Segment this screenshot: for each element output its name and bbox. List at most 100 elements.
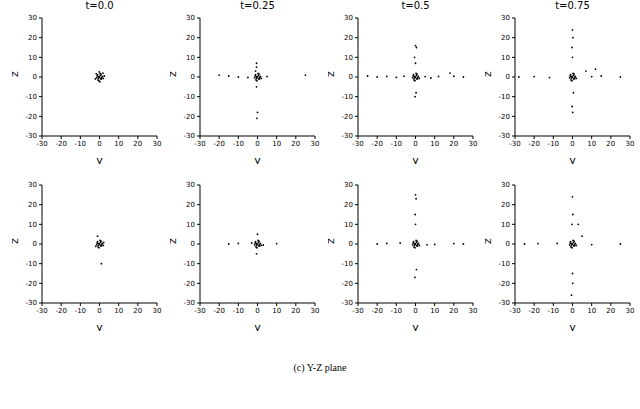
svg-text:10: 10 xyxy=(587,140,596,148)
svg-text:30: 30 xyxy=(501,14,510,22)
svg-text:10: 10 xyxy=(501,221,510,229)
svg-text:0: 0 xyxy=(413,307,417,315)
svg-text:-10: -10 xyxy=(548,140,559,148)
svg-text:-20: -20 xyxy=(528,140,539,148)
svg-text:0: 0 xyxy=(349,240,353,248)
svg-text:10: 10 xyxy=(272,140,281,148)
svg-text:-30: -30 xyxy=(194,307,205,315)
svg-text:0: 0 xyxy=(191,240,195,248)
svg-text:-10: -10 xyxy=(499,260,510,268)
svg-text:-10: -10 xyxy=(391,307,402,315)
svg-text:-20: -20 xyxy=(26,113,37,121)
svg-text:0: 0 xyxy=(255,307,259,315)
svg-text:-20: -20 xyxy=(55,140,66,148)
svg-text:10: 10 xyxy=(28,54,37,62)
svg-text:-30: -30 xyxy=(184,299,195,307)
svg-text:-10: -10 xyxy=(75,307,86,315)
svg-text:-20: -20 xyxy=(371,307,382,315)
svg-text:-30: -30 xyxy=(499,299,510,307)
svg-text:10: 10 xyxy=(587,307,596,315)
svg-text:10: 10 xyxy=(28,221,37,229)
svg-text:-10: -10 xyxy=(342,260,353,268)
svg-text:20: 20 xyxy=(186,201,195,209)
svg-text:30: 30 xyxy=(501,181,510,189)
svg-text:z: z xyxy=(12,71,21,77)
svg-text:10: 10 xyxy=(430,140,439,148)
svg-text:20: 20 xyxy=(133,140,142,148)
svg-text:y: y xyxy=(569,321,576,331)
svg-text:0: 0 xyxy=(570,307,574,315)
svg-text:30: 30 xyxy=(469,307,478,315)
svg-text:-20: -20 xyxy=(528,307,539,315)
svg-text:-30: -30 xyxy=(194,140,205,148)
svg-text:-30: -30 xyxy=(352,140,363,148)
svg-text:z: z xyxy=(12,238,21,244)
svg-text:-30: -30 xyxy=(36,307,47,315)
svg-text:y: y xyxy=(569,154,576,164)
svg-text:20: 20 xyxy=(291,307,300,315)
svg-text:20: 20 xyxy=(501,34,510,42)
svg-text:20: 20 xyxy=(501,201,510,209)
svg-text:0: 0 xyxy=(413,140,417,148)
svg-text:-30: -30 xyxy=(36,140,47,148)
svg-text:0: 0 xyxy=(570,140,574,148)
svg-text:-10: -10 xyxy=(391,140,402,148)
svg-text:0: 0 xyxy=(97,307,101,315)
svg-text:20: 20 xyxy=(449,307,458,315)
svg-text:-10: -10 xyxy=(342,93,353,101)
svg-text:-20: -20 xyxy=(342,113,353,121)
svg-text:0: 0 xyxy=(33,73,37,81)
svg-text:-30: -30 xyxy=(352,307,363,315)
svg-text:10: 10 xyxy=(344,221,353,229)
svg-text:20: 20 xyxy=(28,34,37,42)
svg-text:30: 30 xyxy=(153,307,162,315)
svg-text:-20: -20 xyxy=(499,113,510,121)
svg-text:-30: -30 xyxy=(342,132,353,140)
svg-text:10: 10 xyxy=(344,54,353,62)
svg-text:0: 0 xyxy=(97,140,101,148)
svg-text:-20: -20 xyxy=(213,140,224,148)
svg-text:20: 20 xyxy=(449,140,458,148)
svg-text:z: z xyxy=(170,238,179,244)
svg-text:30: 30 xyxy=(28,14,37,22)
svg-text:30: 30 xyxy=(469,140,478,148)
svg-text:z: z xyxy=(328,71,337,77)
svg-text:z: z xyxy=(170,71,179,77)
svg-text:-10: -10 xyxy=(26,260,37,268)
svg-text:-20: -20 xyxy=(342,280,353,288)
svg-text:30: 30 xyxy=(153,140,162,148)
svg-text:0: 0 xyxy=(349,73,353,81)
svg-text:-10: -10 xyxy=(548,307,559,315)
svg-text:-10: -10 xyxy=(75,140,86,148)
svg-text:-30: -30 xyxy=(509,307,520,315)
svg-text:-20: -20 xyxy=(184,113,195,121)
svg-text:10: 10 xyxy=(272,307,281,315)
svg-text:20: 20 xyxy=(186,34,195,42)
svg-text:10: 10 xyxy=(114,140,123,148)
svg-text:0: 0 xyxy=(506,240,510,248)
svg-text:-20: -20 xyxy=(26,280,37,288)
svg-text:-30: -30 xyxy=(509,140,520,148)
svg-text:0: 0 xyxy=(191,73,195,81)
svg-text:-30: -30 xyxy=(184,132,195,140)
svg-text:-30: -30 xyxy=(26,299,37,307)
svg-text:-30: -30 xyxy=(499,132,510,140)
svg-text:y: y xyxy=(412,321,419,331)
svg-text:-10: -10 xyxy=(233,140,244,148)
svg-text:20: 20 xyxy=(344,34,353,42)
svg-text:y: y xyxy=(254,321,261,331)
svg-text:-30: -30 xyxy=(26,132,37,140)
svg-text:0: 0 xyxy=(33,240,37,248)
svg-text:-20: -20 xyxy=(499,280,510,288)
svg-text:30: 30 xyxy=(344,14,353,22)
svg-text:30: 30 xyxy=(311,140,320,148)
svg-text:-10: -10 xyxy=(184,260,195,268)
svg-text:-20: -20 xyxy=(213,307,224,315)
svg-text:y: y xyxy=(96,154,103,164)
svg-text:0: 0 xyxy=(506,73,510,81)
svg-text:-10: -10 xyxy=(233,307,244,315)
svg-text:z: z xyxy=(485,238,494,244)
svg-text:0: 0 xyxy=(255,140,259,148)
svg-text:30: 30 xyxy=(626,140,632,148)
svg-text:-10: -10 xyxy=(184,93,195,101)
